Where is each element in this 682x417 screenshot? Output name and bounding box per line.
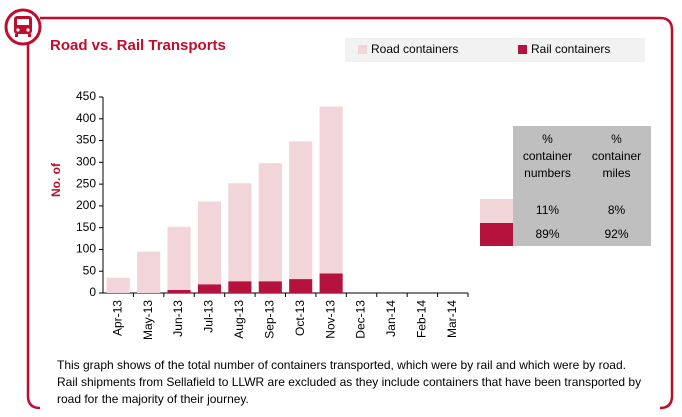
y-tick-label: 250 xyxy=(76,176,96,190)
bar-segment xyxy=(167,226,191,290)
bar-segment xyxy=(258,281,282,293)
y-tick-label: 150 xyxy=(76,220,96,234)
column-header: % container miles xyxy=(582,126,651,199)
x-tick-label: Nov-13 xyxy=(323,300,337,339)
table-row: 11% 8% xyxy=(480,199,651,223)
spacer xyxy=(480,126,513,199)
x-tick-label: Jun-13 xyxy=(171,300,185,337)
bar-segment xyxy=(258,163,282,282)
x-tick-label: Aug-13 xyxy=(232,300,246,339)
table-cell: 11% xyxy=(513,199,582,223)
y-tick-label: 50 xyxy=(83,263,97,277)
y-tick-label: 350 xyxy=(76,133,96,147)
table-cell: 8% xyxy=(582,199,651,223)
frame xyxy=(40,16,674,410)
chart-title: Road vs. Rail Transports xyxy=(50,37,226,54)
table-cell: 92% xyxy=(582,222,651,246)
column-header: % container numbers xyxy=(513,126,582,199)
y-tick-label: 300 xyxy=(76,155,96,169)
frame xyxy=(26,42,41,410)
x-tick-label: Sep-13 xyxy=(262,300,276,339)
bar-segment xyxy=(319,106,343,274)
y-axis-label: No. of xyxy=(49,162,63,197)
bar-segment xyxy=(197,201,222,285)
row-swatch xyxy=(480,199,513,223)
legend-label: Road containers xyxy=(371,42,458,56)
y-tick-label: 0 xyxy=(89,285,96,299)
bar-segment xyxy=(197,284,222,293)
x-tick-label: Mar-14 xyxy=(445,300,459,338)
bar-segment xyxy=(167,289,191,293)
bar-segment xyxy=(228,183,252,282)
x-tick-label: Jan-14 xyxy=(384,300,398,337)
x-tick-label: Feb-14 xyxy=(415,300,429,338)
y-tick-label: 200 xyxy=(76,198,96,212)
bar-segment xyxy=(289,279,313,293)
x-tick-label: Dec-13 xyxy=(354,300,368,339)
bar-segment xyxy=(228,281,252,293)
y-tick-label: 400 xyxy=(76,111,96,125)
y-tick-label: 100 xyxy=(76,242,96,256)
table-header: % container numbers% container miles xyxy=(480,126,651,199)
x-tick-label: Jul-13 xyxy=(202,300,216,333)
bar-segment xyxy=(106,277,130,293)
table-row: 89% 92% xyxy=(480,222,651,246)
x-tick-label: Apr-13 xyxy=(110,300,124,336)
table-cell: 89% xyxy=(513,222,582,246)
bus-icon xyxy=(14,16,32,37)
row-swatch xyxy=(480,222,513,246)
legend-box xyxy=(345,38,645,62)
note: This graph shows of the total number of … xyxy=(57,358,642,406)
x-tick-label: May-13 xyxy=(141,300,155,340)
y-tick-label: 450 xyxy=(76,89,96,103)
bar-segment xyxy=(319,273,343,293)
summary-table: % container numbers% container miles 11% 8… xyxy=(480,126,651,246)
legend-swatch xyxy=(358,45,367,54)
legend-label: Rail containers xyxy=(531,42,610,56)
legend-swatch xyxy=(518,45,527,54)
bar-segment xyxy=(137,251,161,293)
bar-segment xyxy=(289,141,313,280)
x-tick-label: Oct-13 xyxy=(293,300,307,336)
